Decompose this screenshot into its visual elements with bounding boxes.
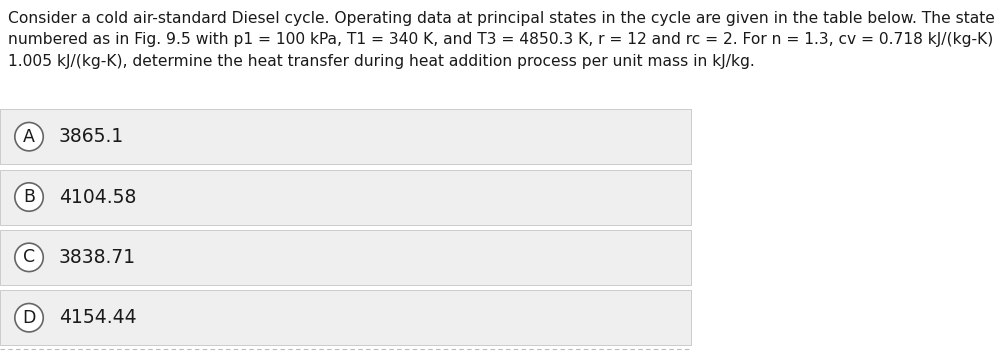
- FancyBboxPatch shape: [0, 170, 691, 224]
- Text: C: C: [23, 248, 35, 266]
- FancyBboxPatch shape: [0, 290, 691, 345]
- Text: B: B: [23, 188, 35, 206]
- Text: Consider a cold air-standard Diesel cycle. Operating data at principal states in: Consider a cold air-standard Diesel cycl…: [8, 11, 994, 69]
- Text: 3838.71: 3838.71: [59, 248, 136, 267]
- Text: 3865.1: 3865.1: [59, 127, 124, 146]
- Text: 4154.44: 4154.44: [59, 308, 136, 327]
- FancyBboxPatch shape: [0, 109, 691, 164]
- Text: A: A: [23, 128, 35, 146]
- Text: D: D: [22, 309, 36, 327]
- Text: 4104.58: 4104.58: [59, 187, 136, 207]
- FancyBboxPatch shape: [0, 230, 691, 285]
